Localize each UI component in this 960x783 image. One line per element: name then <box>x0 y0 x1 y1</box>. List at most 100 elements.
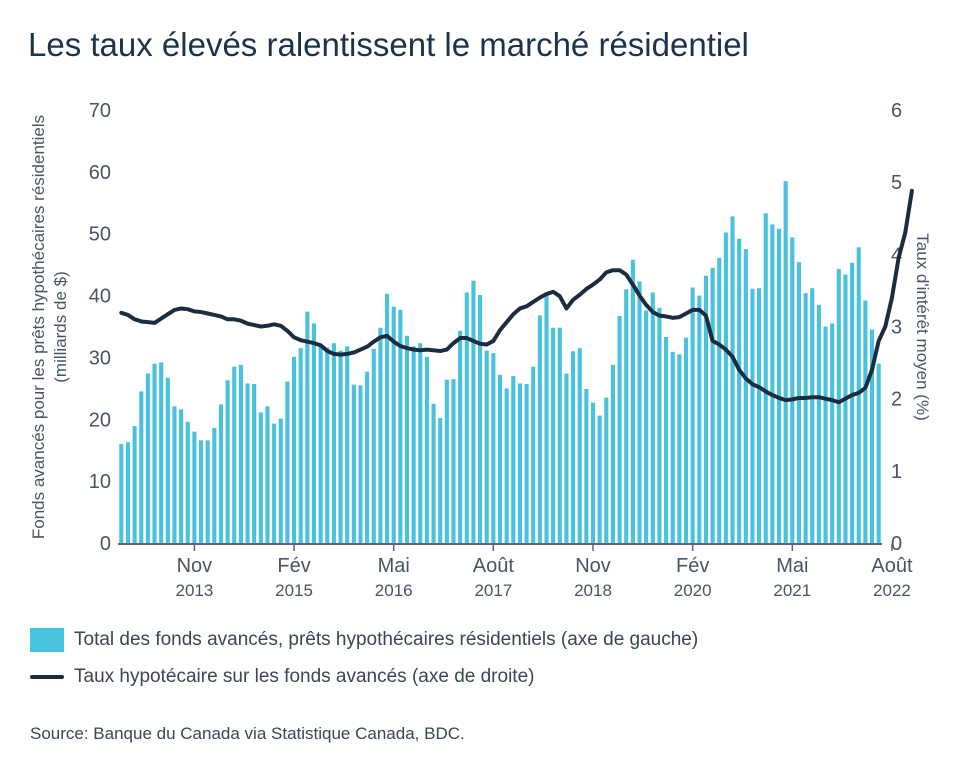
bar <box>730 216 735 543</box>
bar <box>272 423 277 543</box>
bar <box>863 300 868 543</box>
bar <box>836 268 841 543</box>
y-right-tick-label: 5 <box>891 172 902 194</box>
x-tick-month: Fév <box>676 555 709 577</box>
bar <box>677 354 682 543</box>
bar <box>743 249 748 543</box>
bar <box>458 330 463 543</box>
bar <box>737 238 742 544</box>
y-right-tick-label: 0 <box>891 533 902 555</box>
bar <box>690 287 695 543</box>
bar <box>318 344 323 543</box>
legend-swatch-line <box>30 675 64 679</box>
bar <box>524 384 529 543</box>
bar <box>564 373 569 543</box>
y-left-label-line1: Fonds avancés pour les prêts hypothécair… <box>29 115 48 539</box>
bar <box>179 409 184 543</box>
x-tick-month: Août <box>473 555 515 577</box>
legend-item-bars: Total des fonds avancés, prêts hypothéca… <box>30 628 698 652</box>
x-tick-month: Nov <box>177 555 213 577</box>
bar <box>790 237 795 543</box>
rate-line <box>119 188 914 405</box>
bar <box>358 385 363 543</box>
bar <box>325 347 330 543</box>
bar <box>298 348 303 543</box>
bar <box>385 293 390 543</box>
bar <box>604 397 609 543</box>
y-left-tick-label: 10 <box>89 471 111 493</box>
x-tick-year: 2017 <box>474 581 512 600</box>
bar <box>404 335 410 543</box>
bar <box>165 377 170 543</box>
y-right-tick-label: 4 <box>891 244 902 266</box>
bar <box>391 306 396 543</box>
bar <box>750 288 755 543</box>
x-tick-year: 2020 <box>674 581 712 600</box>
bar <box>617 315 622 543</box>
y-left-tick-label: 40 <box>89 286 111 308</box>
x-tick-year: 2016 <box>375 581 413 600</box>
bar <box>285 381 290 543</box>
bar <box>497 374 503 543</box>
y-right-label: Taux d'intérêt moyen (%) <box>913 233 932 421</box>
bar <box>265 406 270 543</box>
bar <box>664 337 669 543</box>
bar <box>511 375 516 543</box>
bar <box>630 259 635 543</box>
bar <box>869 329 875 543</box>
bar <box>345 346 350 543</box>
bar <box>571 351 576 543</box>
bar <box>365 371 370 543</box>
bar <box>145 373 150 543</box>
bar <box>139 391 144 543</box>
y-right-tick-label: 6 <box>891 100 902 122</box>
bar <box>471 280 476 543</box>
bar <box>584 388 589 543</box>
bar <box>810 288 815 543</box>
bar <box>431 403 436 543</box>
bar <box>816 304 821 543</box>
bar <box>843 274 848 543</box>
y-left-label-line2: (milliards de $) <box>51 271 70 382</box>
bar <box>311 323 317 543</box>
bar <box>850 262 855 543</box>
x-tick-year: 2018 <box>574 581 612 600</box>
y-right-tick-label: 1 <box>891 461 902 483</box>
bar <box>305 311 310 543</box>
bar <box>796 262 802 543</box>
bar <box>159 362 164 543</box>
y-right-tick-label: 2 <box>891 389 902 411</box>
bar <box>644 310 649 543</box>
bar <box>185 421 190 543</box>
x-tick-year: 2021 <box>773 581 811 600</box>
bar <box>119 444 124 543</box>
y-left-tick-label: 60 <box>89 162 111 184</box>
legend-label-line: Taux hypotécaire sur les fonds avancés (… <box>74 666 535 687</box>
bar <box>278 418 283 543</box>
legend-item-line: Taux hypotécaire sur les fonds avancés (… <box>30 666 534 688</box>
bar <box>152 363 157 543</box>
y-right-tick-label: 3 <box>891 317 902 339</box>
bar <box>776 228 782 543</box>
bar <box>192 431 197 543</box>
bar <box>557 327 562 543</box>
bar <box>657 307 662 543</box>
y-left-tick-label: 30 <box>89 347 111 369</box>
bar <box>551 327 556 543</box>
bar <box>478 294 483 543</box>
bar <box>418 343 423 543</box>
bar <box>212 427 217 543</box>
bar <box>172 406 177 543</box>
bar <box>823 326 828 543</box>
bar <box>245 383 250 543</box>
bar <box>803 293 808 543</box>
bar <box>132 426 137 543</box>
source-note: Source: Banque du Canada via Statistique… <box>30 724 465 743</box>
bar <box>830 323 835 543</box>
bar <box>670 351 675 543</box>
bar <box>770 224 775 543</box>
y-right-ticks: 0 1 2 3 4 5 6 <box>891 100 902 555</box>
bar <box>464 292 469 543</box>
bar <box>590 402 596 543</box>
bar <box>531 366 536 543</box>
